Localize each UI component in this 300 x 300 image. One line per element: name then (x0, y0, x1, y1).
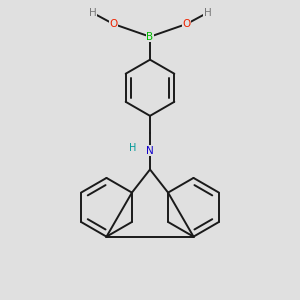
Text: O: O (109, 19, 117, 29)
Text: H: H (89, 8, 96, 18)
Text: O: O (183, 19, 191, 29)
Text: N: N (146, 146, 154, 156)
Text: H: H (129, 143, 136, 153)
Text: H: H (204, 8, 211, 18)
Text: B: B (146, 32, 154, 42)
